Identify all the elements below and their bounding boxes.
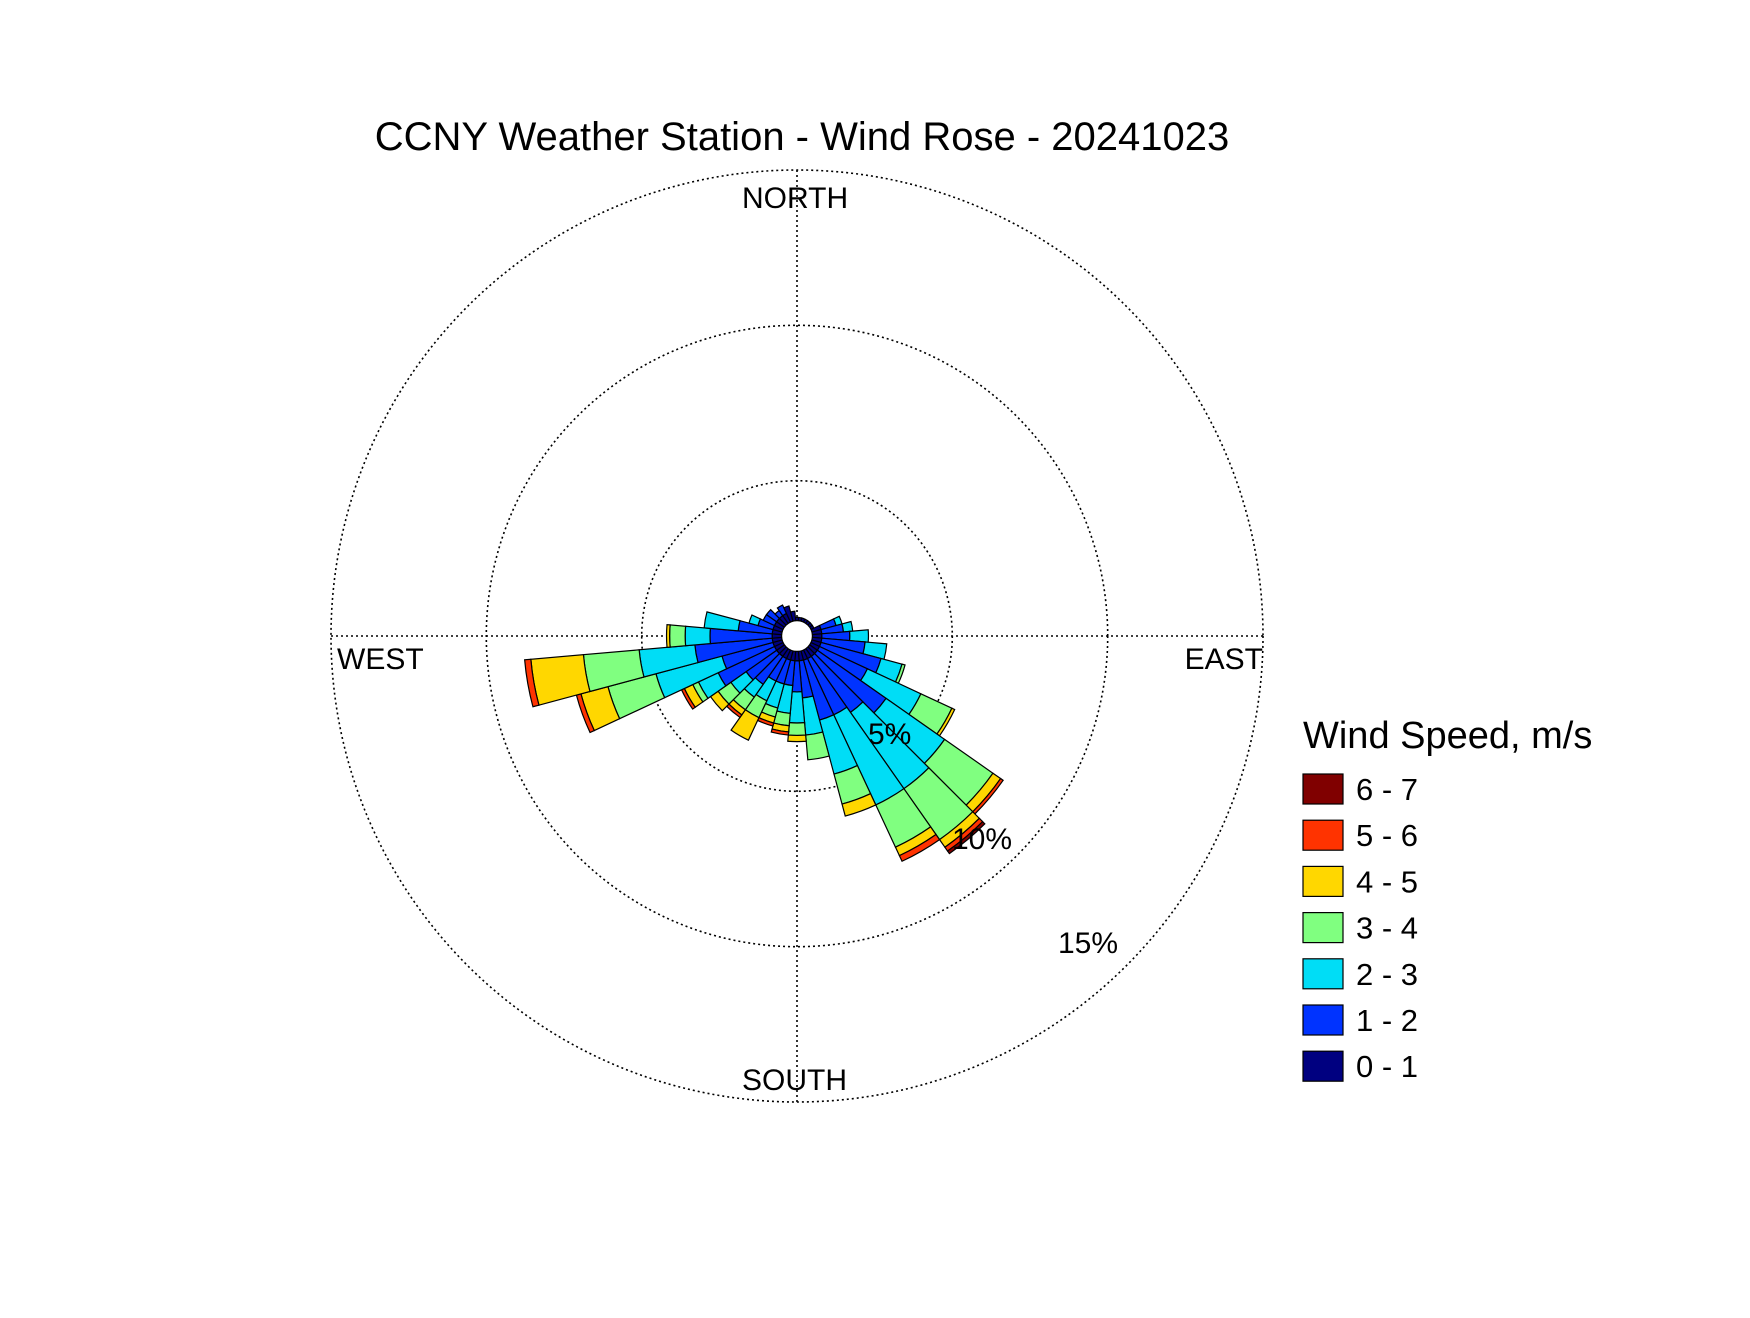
chart-title: CCNY Weather Station - Wind Rose - 20241…: [375, 115, 1230, 159]
wind-bar-190-bin-5: [770, 728, 790, 736]
ring-label-15: 15%: [1058, 927, 1118, 960]
legend-swatch: [1302, 911, 1344, 944]
legend-label: 3 - 4: [1356, 911, 1418, 946]
legend-label: 0 - 1: [1356, 1049, 1418, 1084]
wind-bar-80-bin-2: [841, 620, 854, 633]
direction-label-north: NORTH: [742, 182, 848, 215]
legend-swatch: [1302, 819, 1344, 851]
legend-label: 4 - 5: [1356, 864, 1418, 899]
wind-bar-310-bin-1: [765, 608, 781, 623]
ring-label-10: 10%: [952, 823, 1012, 856]
wind-bar-140-bin-6: [946, 820, 986, 855]
legend-label: 1 - 2: [1356, 1003, 1418, 1038]
wind-bar-180-bin-4: [787, 734, 807, 743]
direction-label-west: WEST: [337, 643, 424, 676]
wind-bar-160-bin-4: [841, 792, 877, 817]
legend: Wind Speed, m/s 6 - 7 5 - 6 4 - 5 3 - 4 2 - …: [1302, 715, 1592, 1084]
wind-bar-330-bin-1: [776, 604, 788, 617]
legend-swatch: [1302, 958, 1344, 990]
wind-bar-270-bin-2: [684, 625, 711, 647]
legend-swatch: [1302, 1050, 1344, 1082]
wind-bar-180-bin-3: [787, 722, 807, 737]
calm-hole: [780, 619, 813, 652]
wind-rose-bars: [523, 604, 1004, 863]
legend-label: 2 - 3: [1356, 957, 1418, 992]
direction-label-east: EAST: [1185, 643, 1263, 676]
wind-bar-270-bin-4: [665, 623, 671, 649]
direction-label-south: SOUTH: [742, 1064, 847, 1097]
legend-label: 6 - 7: [1356, 772, 1418, 807]
legend-items: 6 - 7 5 - 6 4 - 5 3 - 4 2 - 3 1 - 2 0 - 1: [1302, 772, 1418, 1084]
wind-bar-210-bin-4: [730, 708, 760, 741]
legend-swatch: [1302, 1004, 1344, 1036]
wind-bar-150-bin-5: [898, 833, 941, 863]
legend-swatch: [1302, 865, 1344, 898]
wind-bar-280-bin-2: [703, 611, 741, 632]
legend-swatch: [1302, 773, 1344, 805]
calm-center: [780, 619, 813, 652]
legend-label: 5 - 6: [1356, 818, 1418, 853]
wind-bar-170-bin-3: [805, 731, 830, 761]
wind-bar-260-bin-5: [523, 658, 540, 708]
wind-bar-290-bin-2: [748, 614, 762, 627]
wind-bar-270-bin-3: [669, 624, 687, 648]
legend-title: Wind Speed, m/s: [1303, 715, 1592, 757]
ring-label-5: 5%: [868, 718, 911, 751]
